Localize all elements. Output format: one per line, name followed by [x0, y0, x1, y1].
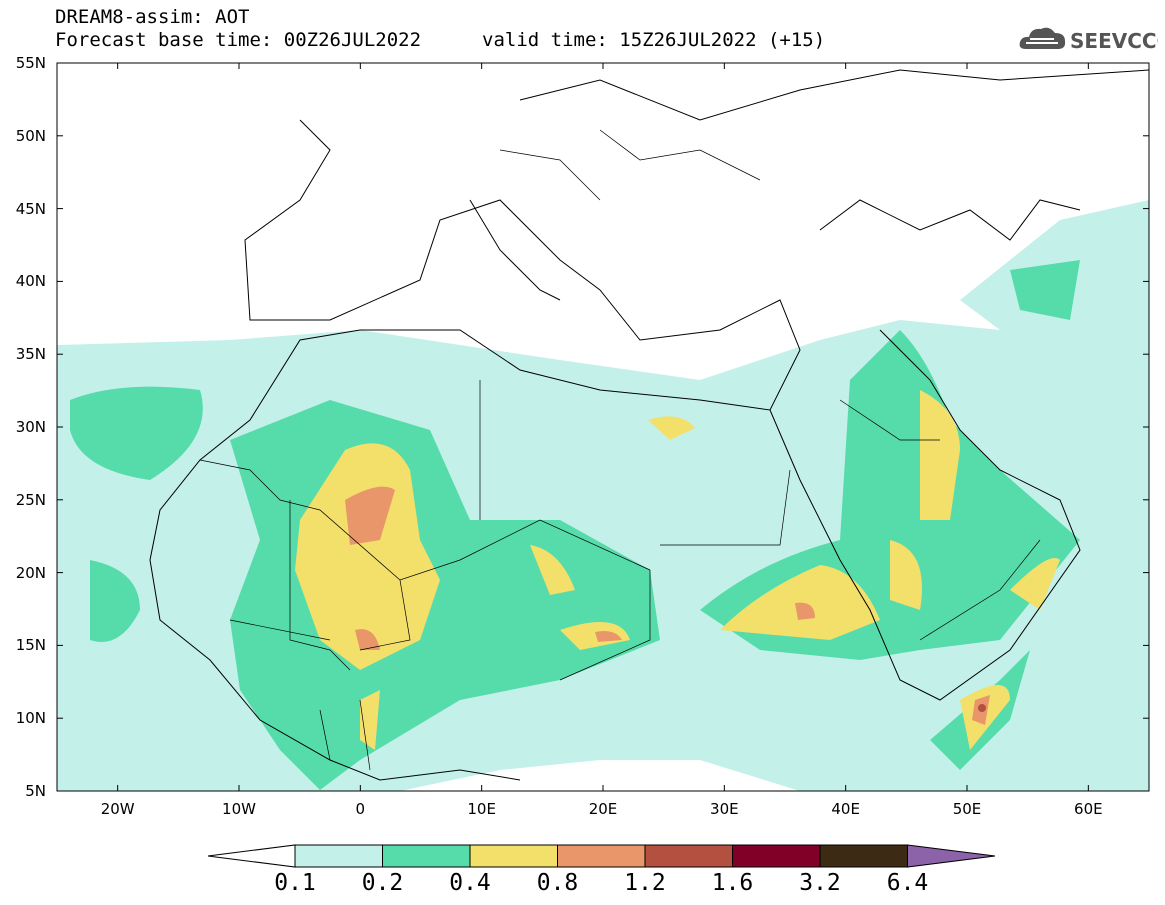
lat-label: 45N [15, 199, 46, 218]
cloud-icon: SEEVCCC [1019, 27, 1165, 53]
lon-label: 0 [355, 800, 366, 818]
lon-label: 10W [222, 800, 256, 818]
lat-label: 30N [15, 418, 46, 436]
lon-label: 10E [467, 800, 496, 818]
lat-label: 40N [15, 272, 46, 291]
colorbar-label: 1.2 [624, 870, 666, 896]
map-title: DREAM8-assim: AOT [55, 6, 250, 28]
colorbar-swatch [294, 844, 383, 868]
lat-label: 55N [15, 54, 46, 72]
aot-field [57, 63, 1149, 791]
colorbar-label: 1.6 [711, 870, 754, 896]
colorbar-label: 3.2 [799, 870, 841, 896]
lon-label: 40E [831, 800, 860, 818]
colorbar-low-arrow [207, 844, 296, 868]
lon-label: 50E [952, 800, 982, 818]
logo-text: SEEVCCC [1070, 29, 1158, 53]
colorbar-label: 0.2 [361, 870, 404, 896]
lat-label: 25N [15, 490, 46, 509]
lon-label: 60E [1074, 800, 1103, 818]
lat-label: 5N [25, 782, 46, 800]
colorbar-swatch [469, 844, 558, 868]
lat-label: 20N [15, 563, 46, 582]
colorbar-label: 6.4 [886, 870, 929, 896]
colorbar-swatch [382, 844, 471, 868]
colorbar-label: 0.4 [449, 870, 491, 896]
lat-label: 35N [15, 345, 46, 364]
colorbar-swatch [732, 844, 821, 868]
colorbar-label: 0.1 [274, 870, 316, 896]
coastlines [149, 69, 1149, 781]
country-borders [199, 129, 1041, 771]
aot-level-0-4 [295, 390, 1060, 750]
colorbar-high-arrow [907, 844, 996, 868]
lon-label: 30E [710, 800, 739, 818]
lat-label: 50N [15, 126, 46, 145]
colorbar [207, 844, 996, 868]
lon-label: 20W [100, 800, 135, 818]
axis-ticks [57, 62, 1149, 792]
aot-level-1-2 [978, 704, 986, 712]
aot-level-0-8 [345, 486, 990, 725]
colorbar-label: 0.8 [536, 870, 579, 896]
valid-time: valid time: 15Z26JUL2022 (+15) [482, 29, 826, 51]
colorbar-swatch [644, 844, 733, 868]
forecast-base-time: Forecast base time: 00Z26JUL2022 [55, 29, 422, 51]
colorbar-swatch [819, 844, 908, 868]
lon-label: 20E [588, 800, 618, 818]
lat-label: 10N [15, 709, 46, 728]
lat-label: 15N [15, 636, 46, 655]
seevccc-logo: SEEVCCC [1018, 22, 1165, 56]
colorbar-swatch [557, 844, 646, 868]
